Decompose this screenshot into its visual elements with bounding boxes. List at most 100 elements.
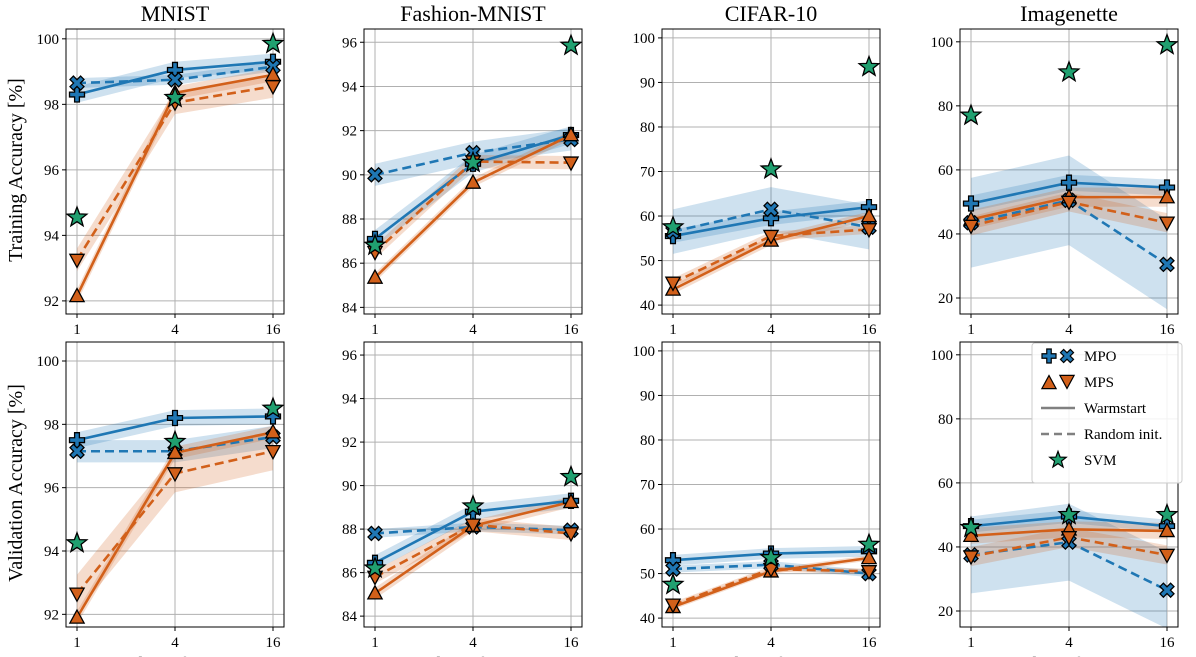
point-svm xyxy=(959,103,983,126)
ytick-label: 94 xyxy=(44,228,60,244)
band-mpo-warmstart xyxy=(375,493,571,571)
ytick-label: 94 xyxy=(342,392,358,408)
point-mps-random-init- xyxy=(264,444,282,461)
subplot-validation-0: 92 94 96 98 100 1 4 16 Number of patches xyxy=(37,341,285,657)
point-svm xyxy=(363,556,387,579)
axes-frame xyxy=(661,28,881,315)
xtick-label: 1 xyxy=(73,635,81,651)
subplot-title: Fashion-MNIST xyxy=(400,1,546,26)
band-mpo-random-init- xyxy=(971,503,1167,627)
point-svm xyxy=(759,545,783,568)
point-mps-random-init- xyxy=(562,527,580,543)
point-mpo-warmstart xyxy=(1060,174,1078,191)
ytick-label: 70 xyxy=(640,478,655,494)
subplot-training-3: 20 40 60 80 100 1 4 16 Imagenette xyxy=(931,1,1179,338)
xtick-label: 4 xyxy=(469,322,477,338)
point-svm xyxy=(65,530,89,553)
ytick-label: 98 xyxy=(44,97,59,113)
band-mps-random-init- xyxy=(77,432,273,613)
xtick-label: 1 xyxy=(669,322,677,338)
axes-frame xyxy=(363,341,583,628)
xtick-label: 1 xyxy=(967,635,975,651)
point-mps-warmstart xyxy=(68,608,86,624)
point-mpo-random-init- xyxy=(367,525,383,542)
xtick-label: 16 xyxy=(266,635,282,651)
point-mps-warmstart xyxy=(1158,188,1176,204)
xtick-label: 16 xyxy=(862,635,878,651)
subplot-validation-3: 20 40 60 80 100 1 4 16 Number of patches xyxy=(931,341,1179,657)
band-mpo-warmstart xyxy=(375,126,571,248)
xtick-label: 16 xyxy=(862,322,878,338)
subplot-validation-2: 40 50 60 70 80 90 100 1 4 16 Number of patches xyxy=(633,341,881,657)
xtick-label: 16 xyxy=(564,635,580,651)
ytick-label: 100 xyxy=(931,348,954,364)
xtick-label: 4 xyxy=(171,635,179,651)
point-svm xyxy=(857,54,881,77)
point-mps-random-init- xyxy=(1060,531,1078,547)
point-mps-warmstart xyxy=(562,493,580,509)
ytick-label: 20 xyxy=(938,291,953,307)
subplot-title: CIFAR-10 xyxy=(725,1,818,26)
point-mps-warmstart xyxy=(68,287,86,303)
row-ylabel-validation: Validation Accuracy [%] xyxy=(5,384,27,582)
legend-label-svm: SVM xyxy=(1084,453,1117,469)
axes-frame xyxy=(959,341,1179,628)
xtick-label: 4 xyxy=(469,635,477,651)
xtick-label: 4 xyxy=(767,635,775,651)
point-svm xyxy=(759,157,783,180)
subplot-validation-1: 84 86 88 90 92 94 96 1 4 16 Number of patches xyxy=(342,341,583,657)
ytick-label: 94 xyxy=(342,79,358,95)
point-svm xyxy=(163,429,187,452)
point-mps-random-init- xyxy=(762,229,780,245)
band-mpo-random-init- xyxy=(673,561,869,578)
point-mps-random-init- xyxy=(1158,216,1176,232)
xtick-label: 1 xyxy=(967,322,975,338)
ytick-label: 100 xyxy=(931,35,954,51)
subplot-title: Imagenette xyxy=(1020,1,1118,26)
xtick-label: 1 xyxy=(73,322,81,338)
legend-label-mps: MPS xyxy=(1084,375,1114,391)
point-mps-random-init- xyxy=(860,565,878,581)
point-mpo-random-init- xyxy=(167,71,183,88)
ytick-label: 100 xyxy=(633,31,656,47)
band-mps-random-init- xyxy=(375,154,571,259)
point-mps-random-init- xyxy=(664,598,682,614)
subplot-title: MNIST xyxy=(141,1,210,26)
ytick-label: 90 xyxy=(640,75,655,91)
x-axis-label: Number of patches xyxy=(993,654,1145,657)
point-mps-random-init- xyxy=(1158,548,1176,564)
band-mps-random-init- xyxy=(971,527,1167,567)
point-mps-warmstart xyxy=(366,268,384,284)
point-mps-random-init- xyxy=(166,467,184,483)
band-mps-random-init- xyxy=(77,74,273,272)
xtick-label: 16 xyxy=(1160,322,1176,338)
ytick-label: 96 xyxy=(342,35,358,51)
ytick-label: 90 xyxy=(342,479,357,495)
band-mps-random-init- xyxy=(375,518,571,584)
point-svm xyxy=(559,464,583,487)
point-mps-warmstart xyxy=(166,443,184,460)
ytick-label: 90 xyxy=(640,388,655,404)
point-mpo-random-init- xyxy=(367,166,383,183)
x-axis-label: Number of patches xyxy=(397,654,549,657)
xtick-label: 4 xyxy=(1065,635,1073,651)
point-svm xyxy=(461,150,485,173)
legend-label-random: Random init. xyxy=(1084,427,1162,443)
ytick-label: 80 xyxy=(938,412,953,428)
xtick-label: 4 xyxy=(171,322,179,338)
ytick-label: 88 xyxy=(342,212,357,228)
point-mps-random-init- xyxy=(664,276,682,292)
point-svm xyxy=(661,214,685,238)
ytick-label: 70 xyxy=(640,165,655,181)
line-mps-random-init- xyxy=(374,523,572,579)
ytick-label: 84 xyxy=(342,300,358,316)
xtick-label: 4 xyxy=(1065,322,1073,338)
xtick-label: 16 xyxy=(564,322,580,338)
ytick-label: 60 xyxy=(938,476,953,492)
ytick-label: 20 xyxy=(938,604,953,620)
x-axis-label: Number of patches xyxy=(99,654,251,657)
point-mpo-random-init- xyxy=(763,201,779,218)
point-mpo-warmstart xyxy=(962,195,980,212)
ytick-label: 92 xyxy=(44,294,59,310)
